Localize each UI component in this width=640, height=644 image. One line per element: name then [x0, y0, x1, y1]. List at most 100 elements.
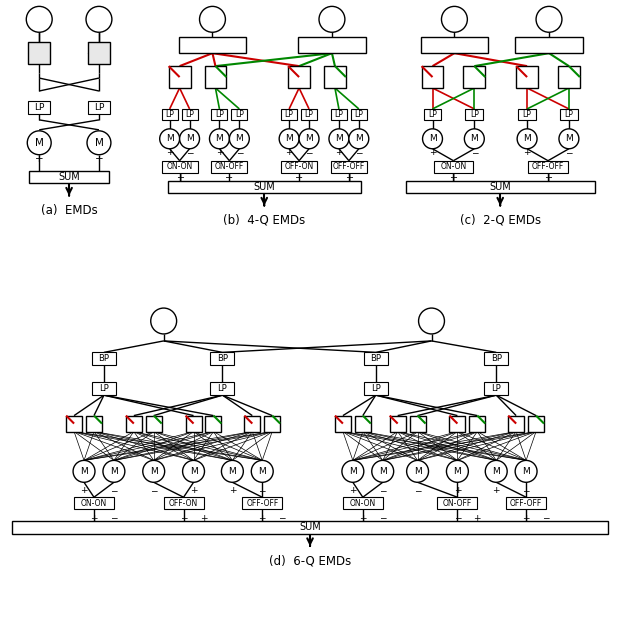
Text: −: − — [236, 148, 243, 157]
Text: SUM: SUM — [299, 522, 321, 532]
Text: M: M — [454, 467, 461, 476]
Text: −: − — [379, 514, 387, 523]
Bar — [335, 415, 351, 431]
Bar — [86, 415, 102, 431]
Circle shape — [517, 129, 537, 149]
Circle shape — [200, 6, 225, 32]
Text: M: M — [413, 467, 422, 476]
Circle shape — [73, 460, 95, 482]
Text: +: + — [285, 148, 293, 157]
Text: −: − — [225, 173, 234, 183]
Bar — [449, 415, 465, 431]
Text: −: − — [295, 173, 303, 183]
Text: M: M — [35, 138, 44, 147]
Text: BP: BP — [99, 354, 109, 363]
Bar — [355, 415, 371, 431]
Text: (d)  6-Q EMDs: (d) 6-Q EMDs — [269, 554, 351, 567]
Text: LP: LP — [99, 384, 109, 393]
Text: OFF-OFF: OFF-OFF — [510, 498, 542, 507]
Circle shape — [180, 129, 200, 149]
Bar — [558, 66, 580, 88]
Bar — [301, 109, 317, 120]
Bar — [438, 497, 477, 509]
Text: M: M — [565, 135, 573, 144]
Bar — [281, 109, 297, 120]
Text: −: − — [110, 486, 118, 495]
Circle shape — [447, 460, 468, 482]
Bar — [508, 415, 524, 431]
Circle shape — [406, 460, 429, 482]
Text: M: M — [166, 135, 173, 144]
Text: M: M — [305, 135, 313, 144]
Circle shape — [182, 460, 205, 482]
Bar — [162, 109, 178, 120]
Text: M: M — [492, 467, 500, 476]
Bar — [343, 497, 383, 509]
Text: +: + — [166, 148, 173, 157]
Bar — [422, 66, 444, 88]
Bar — [88, 102, 110, 115]
Text: +: + — [524, 148, 531, 157]
Bar — [92, 352, 116, 365]
Bar — [433, 161, 474, 173]
Bar — [66, 415, 82, 431]
Text: LP: LP — [215, 110, 224, 119]
Circle shape — [485, 460, 507, 482]
Circle shape — [221, 460, 243, 482]
Bar — [364, 352, 388, 365]
Text: (a)  EMDs: (a) EMDs — [41, 204, 97, 217]
Text: +: + — [454, 486, 461, 495]
Bar — [420, 37, 488, 53]
Bar — [211, 383, 234, 395]
Text: M: M — [236, 135, 243, 144]
Text: M: M — [186, 135, 193, 144]
Text: (c)  2-Q EMDs: (c) 2-Q EMDs — [460, 214, 541, 227]
Circle shape — [422, 129, 442, 149]
Text: +: + — [216, 148, 223, 157]
Bar — [406, 180, 595, 193]
Text: SUM: SUM — [253, 182, 275, 192]
Text: OFF-OFF: OFF-OFF — [333, 162, 365, 171]
Text: M: M — [216, 135, 223, 144]
Text: M: M — [80, 467, 88, 476]
Text: ON-ON: ON-ON — [166, 162, 193, 171]
Text: M: M — [110, 467, 118, 476]
Circle shape — [143, 460, 164, 482]
Circle shape — [151, 308, 177, 334]
Text: ON-ON: ON-ON — [440, 162, 467, 171]
Text: +: + — [190, 486, 197, 495]
Text: SUM: SUM — [490, 182, 511, 192]
Bar — [88, 43, 110, 64]
Bar — [331, 109, 347, 120]
Bar — [211, 352, 234, 365]
Bar — [463, 66, 485, 88]
Circle shape — [28, 131, 51, 155]
Circle shape — [209, 129, 229, 149]
Text: +: + — [90, 514, 98, 523]
Bar — [164, 497, 204, 509]
Text: −: − — [95, 154, 103, 164]
Text: +: + — [228, 486, 236, 495]
Circle shape — [349, 129, 369, 149]
Bar — [126, 415, 142, 431]
Text: BP: BP — [371, 354, 381, 363]
Text: M: M — [335, 135, 343, 144]
Circle shape — [279, 129, 299, 149]
Circle shape — [342, 460, 364, 482]
Bar — [211, 109, 227, 120]
Bar — [298, 37, 366, 53]
Text: OFF-OFF: OFF-OFF — [246, 498, 278, 507]
Bar — [168, 180, 361, 193]
Bar — [205, 415, 221, 431]
Bar — [560, 109, 578, 120]
Text: LP: LP — [564, 110, 573, 119]
Text: M: M — [95, 138, 104, 147]
Text: −: − — [110, 514, 118, 523]
Bar — [465, 109, 483, 120]
Circle shape — [26, 6, 52, 32]
Bar — [528, 415, 544, 431]
Text: M: M — [150, 467, 157, 476]
Text: LP: LP — [185, 110, 194, 119]
Bar — [92, 383, 116, 395]
Text: −: − — [186, 148, 193, 157]
